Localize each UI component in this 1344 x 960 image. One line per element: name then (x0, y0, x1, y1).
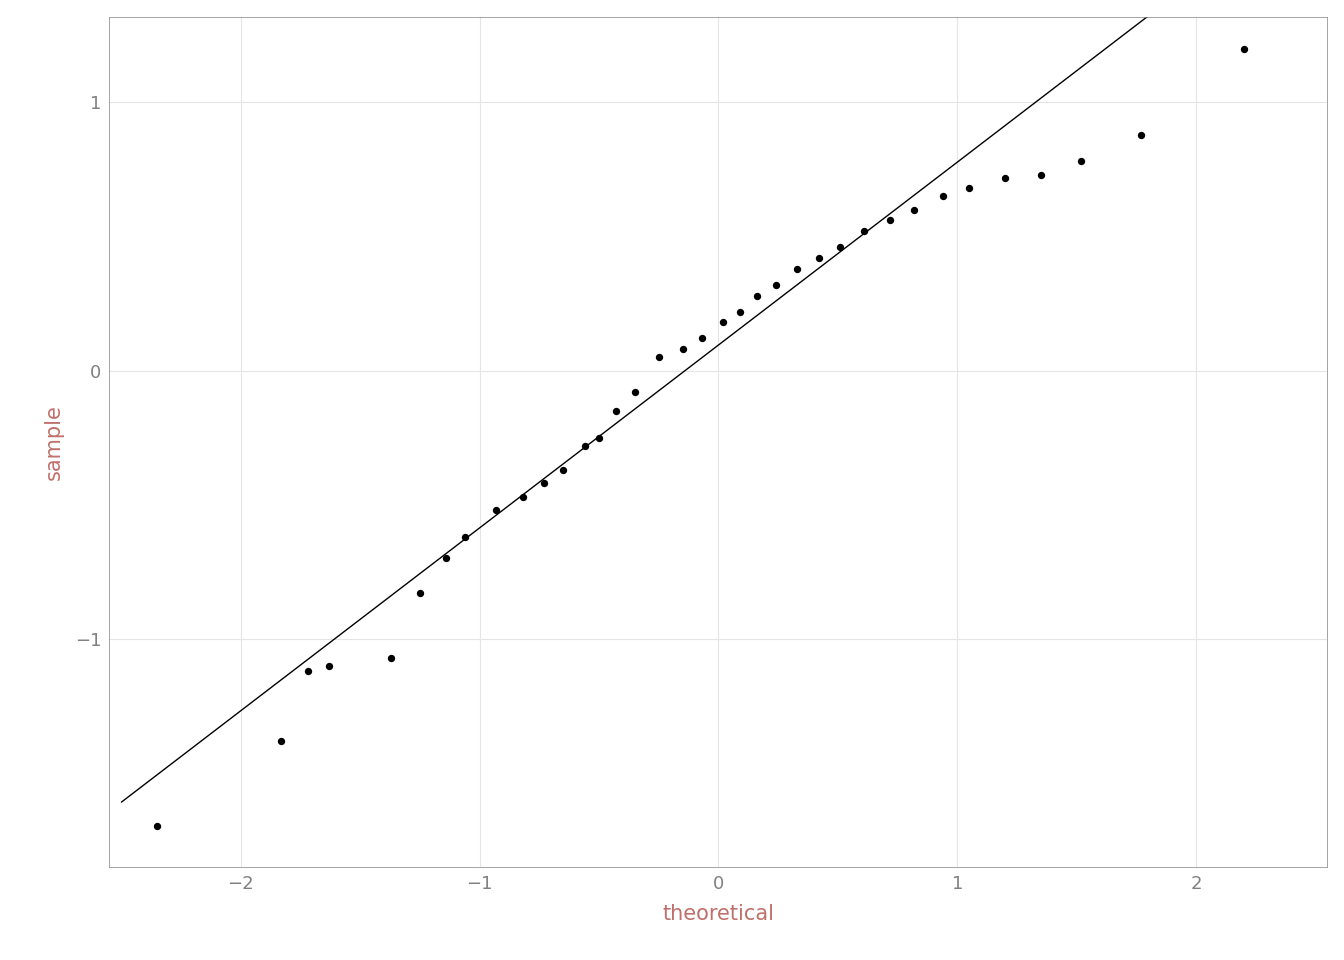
Point (270, 733, 292, 749)
Point (672, 342, 694, 357)
Point (879, 213, 900, 228)
Y-axis label: sample: sample (43, 404, 63, 480)
Point (1071, 154, 1093, 169)
Point (829, 240, 851, 255)
Point (454, 529, 476, 544)
Point (552, 462, 574, 477)
X-axis label: theoretical: theoretical (663, 904, 774, 924)
Point (319, 658, 340, 673)
Point (691, 331, 712, 347)
Point (380, 650, 402, 665)
Point (808, 251, 829, 266)
Point (1030, 167, 1051, 182)
Point (146, 819, 168, 834)
Point (746, 288, 767, 303)
Point (574, 438, 595, 453)
Point (485, 502, 507, 517)
Point (1130, 127, 1152, 142)
Point (512, 489, 534, 504)
Point (786, 261, 808, 276)
Point (765, 277, 786, 293)
Point (435, 551, 457, 566)
Point (933, 189, 954, 204)
Point (648, 349, 669, 365)
Point (409, 586, 430, 601)
Point (624, 384, 645, 399)
Point (958, 180, 980, 196)
Point (605, 403, 626, 419)
Point (995, 170, 1016, 185)
Point (730, 304, 751, 320)
Point (297, 663, 319, 679)
Point (534, 475, 555, 491)
Point (589, 430, 610, 445)
Point (1232, 41, 1254, 57)
Point (853, 224, 875, 239)
Point (712, 315, 734, 330)
Point (903, 202, 925, 217)
